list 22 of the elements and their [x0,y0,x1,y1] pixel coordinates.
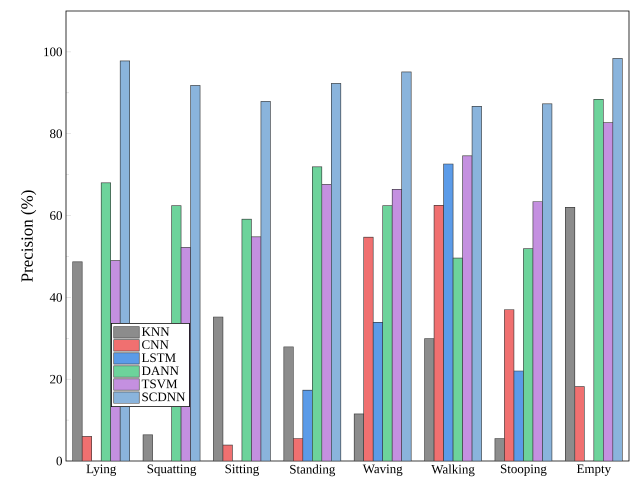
legend-label: SCDNN [142,392,186,402]
y-axis-title: Precision (%) [20,190,36,282]
x-tick-label: Empty [576,464,612,476]
legend-label: LSTM [142,353,176,362]
y-tick-label: 0 [56,456,62,466]
y-tick-label: 60 [50,211,62,220]
x-tick-label: Sitting [226,464,259,476]
x-tick-label: Standing [290,464,336,476]
x-tick-label: Lying [86,464,116,476]
legend-label: TSVM [142,379,178,388]
y-tick-label: 100 [44,48,62,56]
x-tick-label: Stooping [500,464,547,476]
y-tick-label: 20 [50,374,62,384]
y-tick-label: 40 [50,292,62,302]
legend-label: CNN [142,340,169,350]
legend-label: DANN [142,366,179,376]
legend-label: KNN [142,327,170,336]
bar [142,434,153,462]
x-tick-label: Waving [362,464,402,476]
x-tick-label: Squatting [148,464,196,476]
y-tick-label: 80 [50,129,62,138]
x-tick-label: Walking [431,464,475,476]
